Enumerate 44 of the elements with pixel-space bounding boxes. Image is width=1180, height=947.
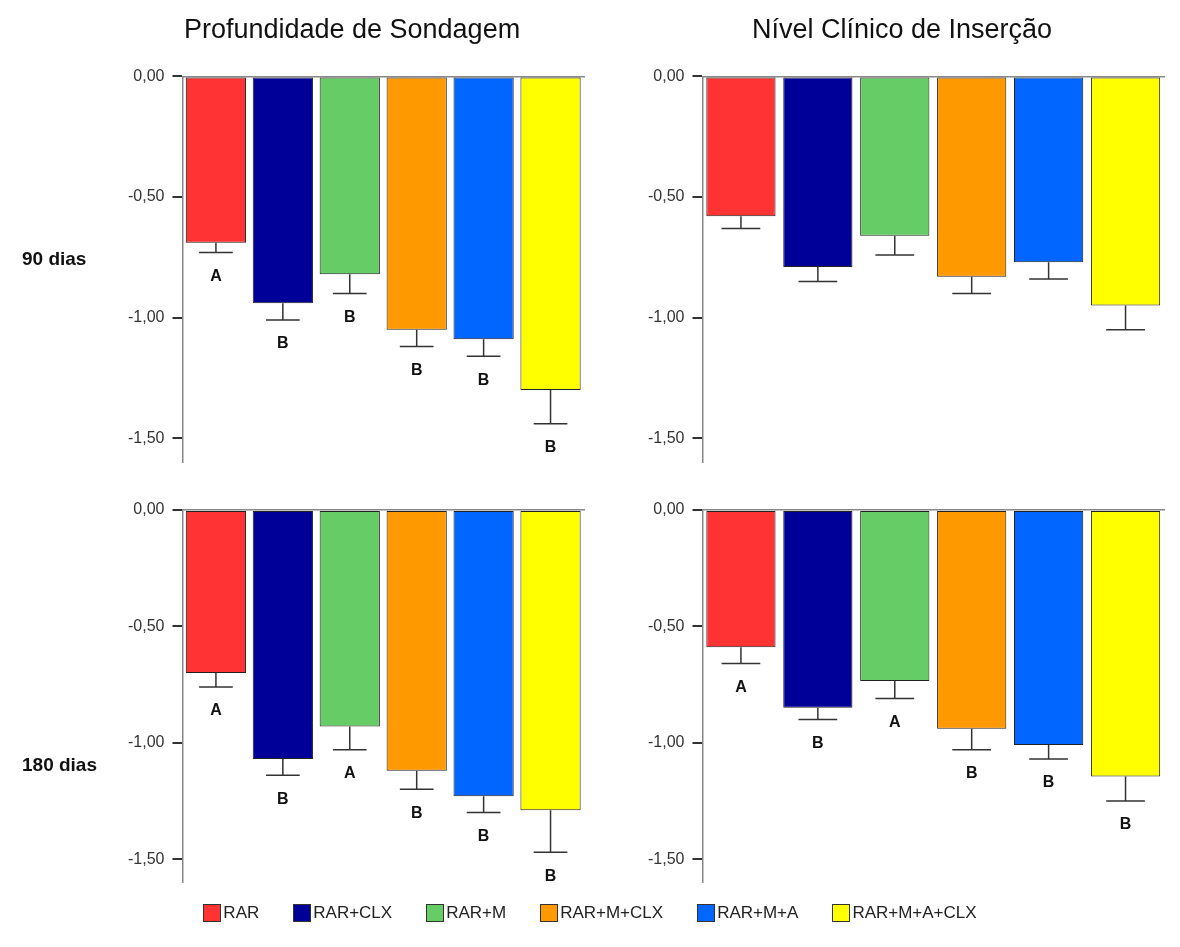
annotation: B [410, 361, 423, 379]
annotation: A [343, 764, 356, 782]
annotation: B [1042, 773, 1055, 791]
y-tick-label: -0,50 [128, 187, 165, 205]
legend-label: RAR [223, 903, 260, 923]
annotation: A [888, 712, 901, 730]
y-tick-label: -1,50 [648, 428, 685, 446]
y-tick-label: -1,00 [128, 733, 165, 751]
y-tick-label: -1,00 [648, 733, 685, 751]
chart-title: Profundidade de Sondagem [183, 13, 521, 44]
y-tick-label: 0,00 [653, 500, 685, 518]
y-tick-label: -0,50 [128, 616, 165, 634]
annotation: B [544, 866, 557, 884]
legend-label: RAR+M+A+CLX [852, 903, 977, 923]
y-tick-label: 0,00 [133, 66, 165, 84]
legend-label: RAR+M [446, 903, 507, 923]
annotation: A [735, 678, 748, 696]
annotation: A [210, 701, 223, 719]
legend-label: RAR+M+A [717, 903, 799, 923]
y-tick-label: -1,00 [648, 308, 685, 326]
y-tick-label: 0,00 [653, 66, 685, 84]
annotation: B [965, 764, 978, 782]
legend-label: RAR+CLX [313, 903, 393, 923]
y-tick-label: -1,00 [128, 308, 165, 326]
y-tick-label: -1,50 [128, 428, 165, 446]
y-tick-label: -0,50 [648, 616, 685, 634]
legend-label: RAR+M+CLX [560, 903, 664, 923]
chart-title: Nível Clínico de Inserção [751, 13, 1053, 44]
annotation: B [544, 438, 557, 456]
annotation: B [410, 803, 423, 821]
annotation: B [1119, 815, 1132, 833]
y-axis-title: 90 dias [22, 248, 87, 270]
y-tick-label: 0,00 [133, 500, 165, 518]
annotation: B [477, 826, 490, 844]
annotation: A [210, 266, 223, 284]
annotation: B [277, 334, 289, 352]
annotation: B [477, 370, 490, 388]
y-tick-label: -0,50 [648, 187, 685, 205]
annotation: B [812, 733, 824, 751]
y-tick-label: -1,50 [648, 849, 685, 867]
annotation: B [343, 307, 356, 325]
y-axis-title: 180 dias [22, 754, 97, 776]
annotation: B [277, 789, 289, 807]
y-tick-label: -1,50 [128, 849, 165, 867]
